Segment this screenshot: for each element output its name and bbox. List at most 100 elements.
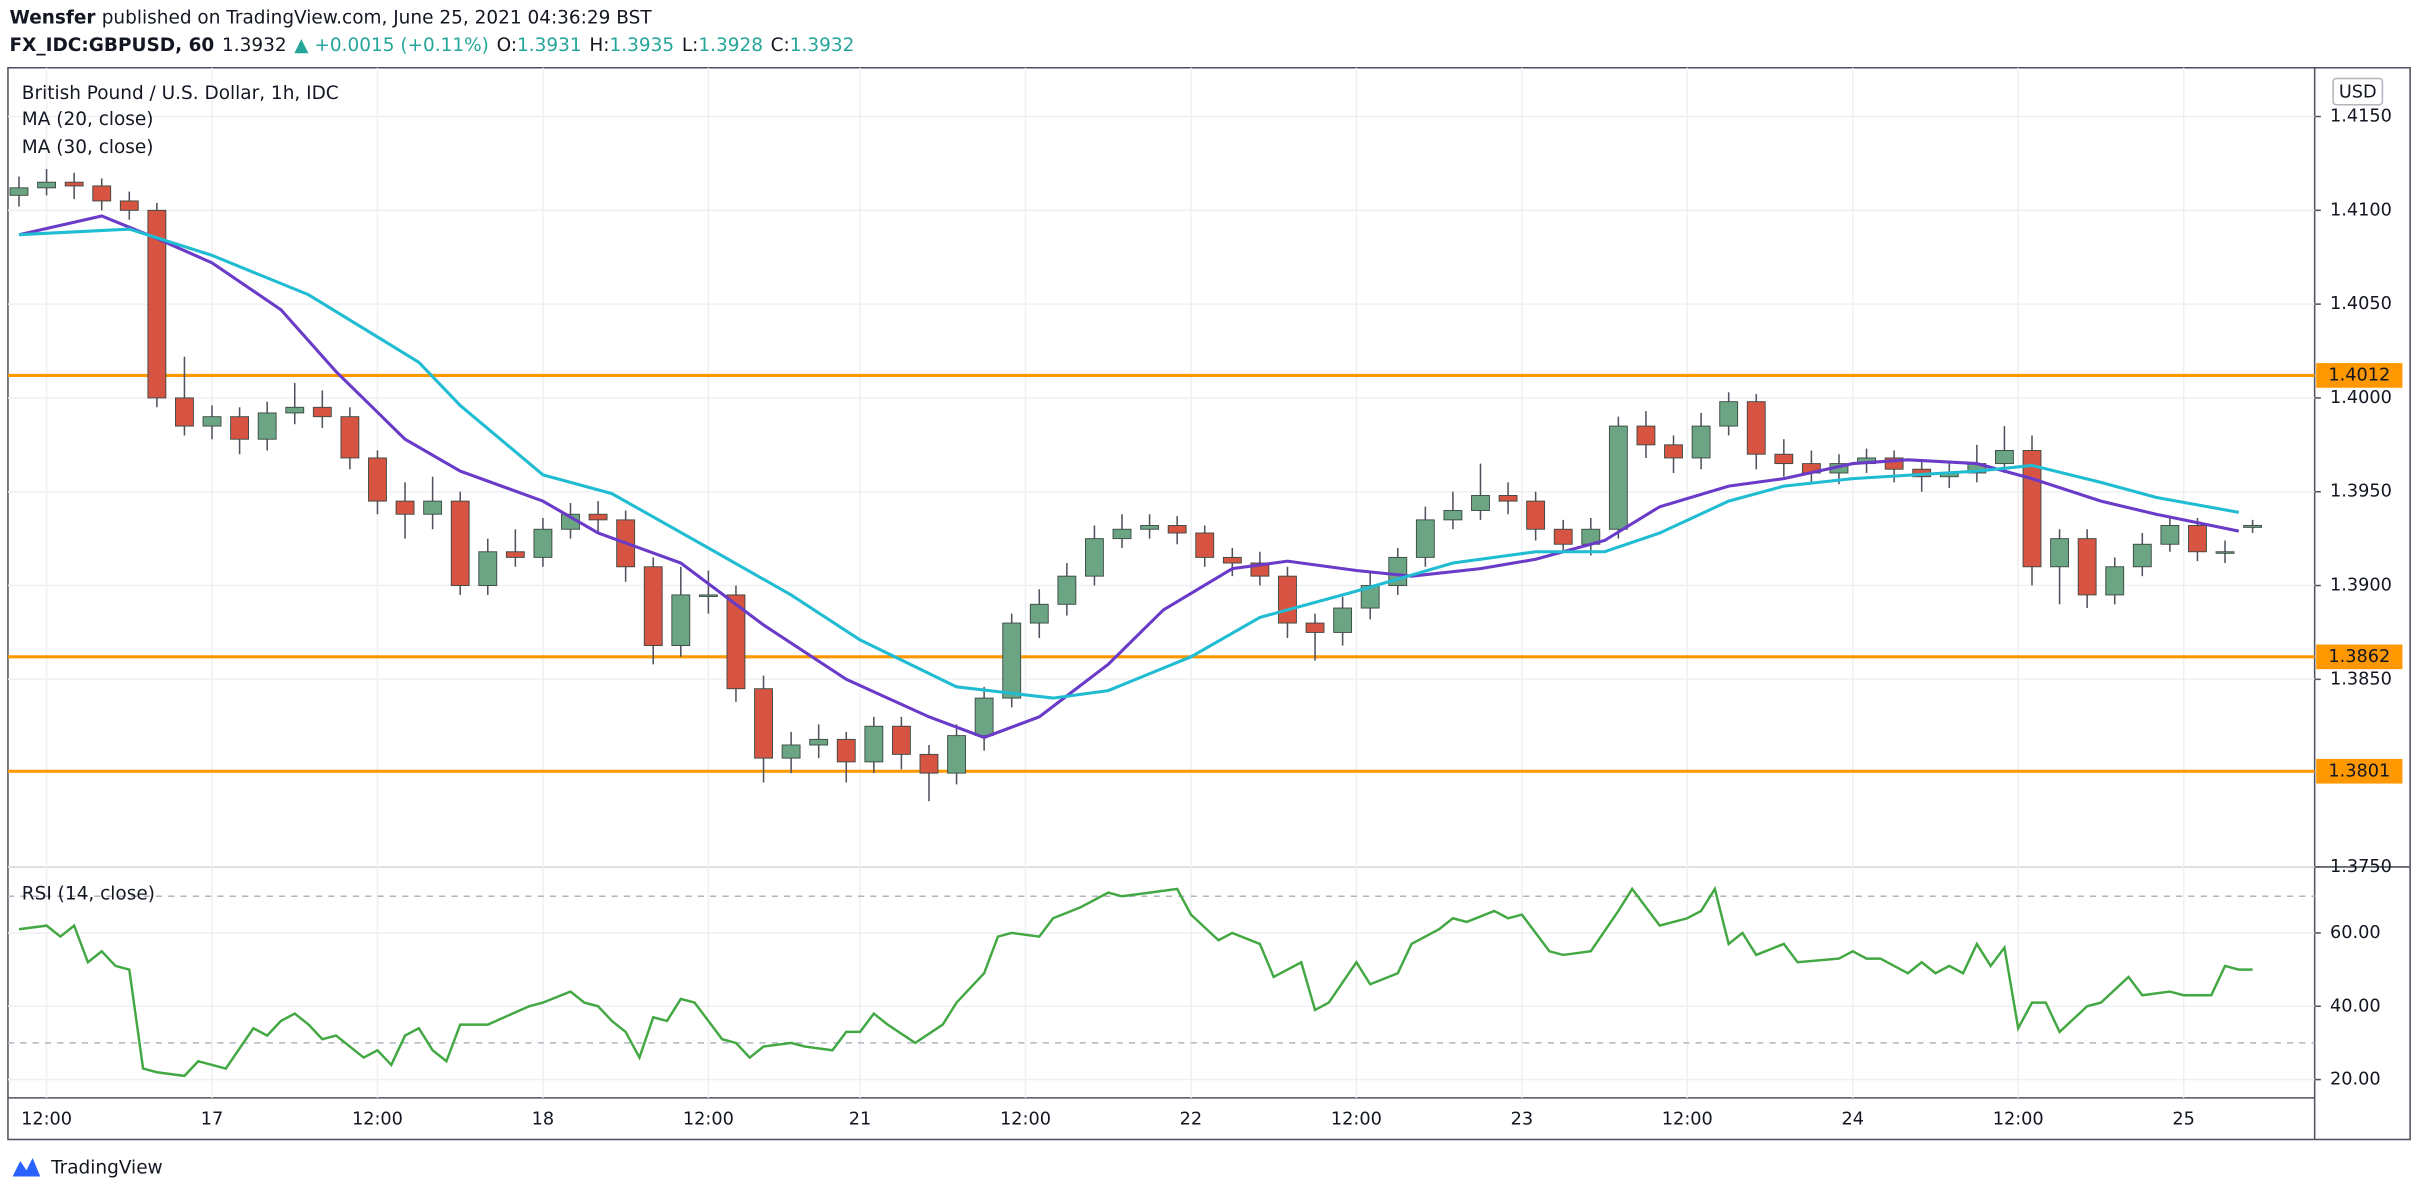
y-tick-label: 1.3900 — [2330, 576, 2392, 596]
legend-entry: MA (20, close) — [22, 109, 154, 130]
candle-body — [1195, 532, 1215, 558]
header-line: Wensfer published on TradingView.com, Jun… — [10, 7, 653, 28]
candle-body — [1746, 401, 1766, 455]
candle-body — [1553, 528, 1573, 545]
candle-body — [340, 416, 360, 459]
x-tick-label: 17 — [201, 1109, 224, 1129]
published: published on TradingView.com, June 25, 2… — [102, 7, 653, 28]
candle-body — [37, 181, 56, 189]
frame — [7, 66, 2411, 1141]
candle-body — [505, 551, 525, 558]
candle-body — [1112, 528, 1132, 540]
x-tick-label: 22 — [1180, 1109, 1203, 1129]
ohlc-label: L: — [682, 35, 699, 56]
x-tick-label: 25 — [2172, 1109, 2195, 1129]
candle-body — [2215, 551, 2235, 554]
candle-body — [1140, 525, 1160, 530]
candle-body — [2243, 525, 2263, 528]
ohlc-label: C: — [771, 35, 790, 56]
level-tag — [2316, 644, 2403, 670]
level-label: 1.3862 — [2328, 647, 2390, 667]
y-tick-label: 1.4150 — [2330, 107, 2392, 127]
candle-body — [92, 185, 112, 202]
candle-body — [2050, 538, 2069, 568]
x-tick-label: 12:00 — [21, 1109, 72, 1129]
candle-body — [2105, 566, 2125, 596]
candle-body — [1360, 585, 1380, 609]
candle-body — [974, 697, 994, 737]
candle-body — [643, 566, 663, 647]
candle-body — [864, 725, 884, 763]
level-tag — [2316, 363, 2403, 388]
ohlc-label: H: — [589, 35, 609, 56]
candle-body — [2132, 543, 2152, 568]
candle-body — [285, 406, 305, 414]
ohlc-value: 1.3928 — [698, 35, 763, 56]
candle-body — [395, 500, 415, 515]
candle-body — [2160, 525, 2180, 545]
candle-body — [1774, 453, 1794, 465]
ohlc-value: 1.3932 — [790, 35, 855, 56]
candle-body — [1498, 495, 1518, 502]
candle-body — [809, 738, 829, 746]
candle-body — [64, 181, 84, 187]
candle-body — [1278, 575, 1297, 624]
symbol-line: FX_IDC:GBPUSD, 60 1.3932 ▲ +0.0015 (+0.11%… — [10, 35, 855, 56]
candle-body — [947, 735, 966, 774]
rsi-line — [18, 885, 2253, 1078]
y-tick-label: 1.3750 — [2330, 857, 2392, 877]
x-tick-label: 12:00 — [1662, 1109, 1713, 1129]
candle-body — [754, 688, 773, 759]
level-label: 1.4012 — [2328, 365, 2390, 385]
currency: USD — [2339, 82, 2377, 102]
candle-body — [2188, 525, 2207, 553]
candle-body — [1029, 603, 1049, 624]
candle-body — [891, 725, 911, 755]
candle-body — [1884, 457, 1904, 470]
candle-body — [478, 551, 498, 586]
candle-body — [1636, 425, 1656, 446]
y-tick-label: 40.00 — [2330, 996, 2381, 1016]
candle-body — [368, 457, 387, 502]
x-tick-label: 12:00 — [1993, 1109, 2044, 1129]
candle-body — [1526, 500, 1546, 530]
footer-logo: TradingView — [12, 1157, 163, 1179]
candle-body — [671, 594, 691, 647]
y-tick-label: 1.4050 — [2330, 294, 2392, 314]
y-tick-label: 1.3850 — [2330, 669, 2392, 689]
logo-icon — [12, 1157, 41, 1177]
candle-body — [1222, 556, 1242, 564]
y-tick-label: 60.00 — [2330, 923, 2381, 943]
candle-body — [1415, 519, 1435, 558]
candle-body — [836, 738, 856, 763]
ma-line — [18, 214, 2240, 740]
last-price: 1.3932 — [222, 35, 287, 56]
y-tick-label: 1.4000 — [2330, 388, 2392, 408]
candle-body — [202, 416, 222, 427]
currency-box — [2332, 77, 2384, 106]
level-label: 1.3801 — [2328, 761, 2390, 781]
candle-body — [1608, 425, 1628, 530]
candle-body — [450, 500, 470, 586]
candle-body — [1691, 425, 1711, 459]
brand: TradingView — [50, 1158, 163, 1179]
ohlc-value: 1.3935 — [610, 35, 675, 56]
candle-body — [1443, 510, 1463, 521]
candle-body — [2077, 538, 2097, 596]
candle-body — [533, 528, 553, 558]
legend-entry: MA (30, close) — [22, 137, 154, 158]
y-tick-label: 1.3950 — [2330, 482, 2392, 502]
x-tick-label: 12:00 — [1000, 1109, 1051, 1129]
x-tick-label: 12:00 — [352, 1109, 403, 1129]
candle-body — [1995, 449, 2014, 465]
candle-body — [147, 209, 167, 399]
candle-body — [119, 200, 139, 211]
candle-body — [1085, 538, 1104, 577]
candle-body — [1664, 444, 1683, 459]
candle-body — [1333, 607, 1353, 633]
candle-body — [312, 406, 332, 418]
candle-body — [423, 500, 443, 515]
change: ▲ +0.0015 (+0.11%) — [294, 35, 489, 56]
